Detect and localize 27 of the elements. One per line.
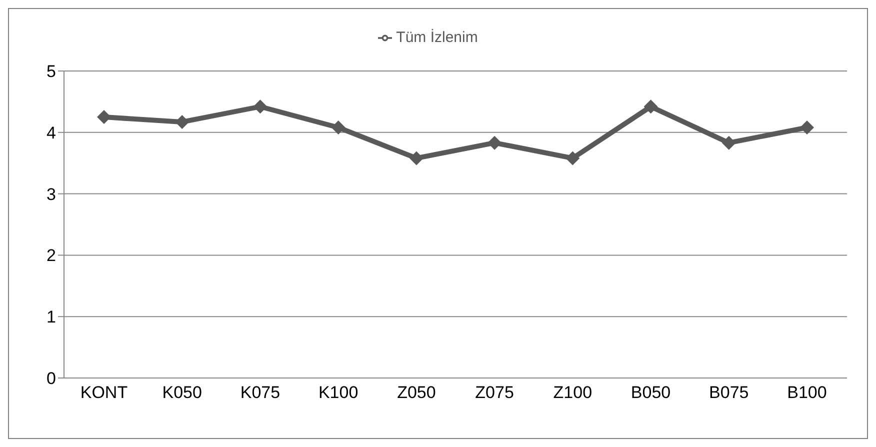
y-tick-label: 0 bbox=[46, 369, 56, 388]
x-tick-label: K075 bbox=[240, 383, 280, 402]
point bbox=[253, 100, 268, 114]
y-tick-label: 1 bbox=[46, 308, 56, 327]
x-tick-label: Z050 bbox=[397, 383, 436, 402]
x-tick-label: K100 bbox=[318, 383, 358, 402]
x-tick-label: Z100 bbox=[553, 383, 592, 402]
point bbox=[488, 136, 502, 150]
point bbox=[644, 100, 658, 114]
y-tick-label: 5 bbox=[46, 62, 56, 82]
point bbox=[175, 114, 190, 129]
x-tick-label: B100 bbox=[787, 383, 827, 402]
y-tick-label: 3 bbox=[46, 184, 56, 204]
y-tick-label: 4 bbox=[46, 123, 56, 142]
legend-label: Tüm İzlenim bbox=[396, 29, 478, 46]
point bbox=[97, 110, 111, 124]
point bbox=[800, 120, 814, 134]
y-tick-label: 2 bbox=[46, 246, 56, 266]
point bbox=[566, 151, 580, 166]
point bbox=[409, 151, 424, 166]
x-tick-label: B075 bbox=[709, 383, 749, 402]
x-tick-label: Z075 bbox=[475, 383, 514, 402]
x-tick-label: K050 bbox=[162, 383, 202, 402]
point bbox=[331, 120, 346, 134]
x-tick-label: KONT bbox=[80, 383, 128, 402]
x-tick-label: B050 bbox=[630, 383, 671, 402]
point bbox=[722, 136, 736, 150]
